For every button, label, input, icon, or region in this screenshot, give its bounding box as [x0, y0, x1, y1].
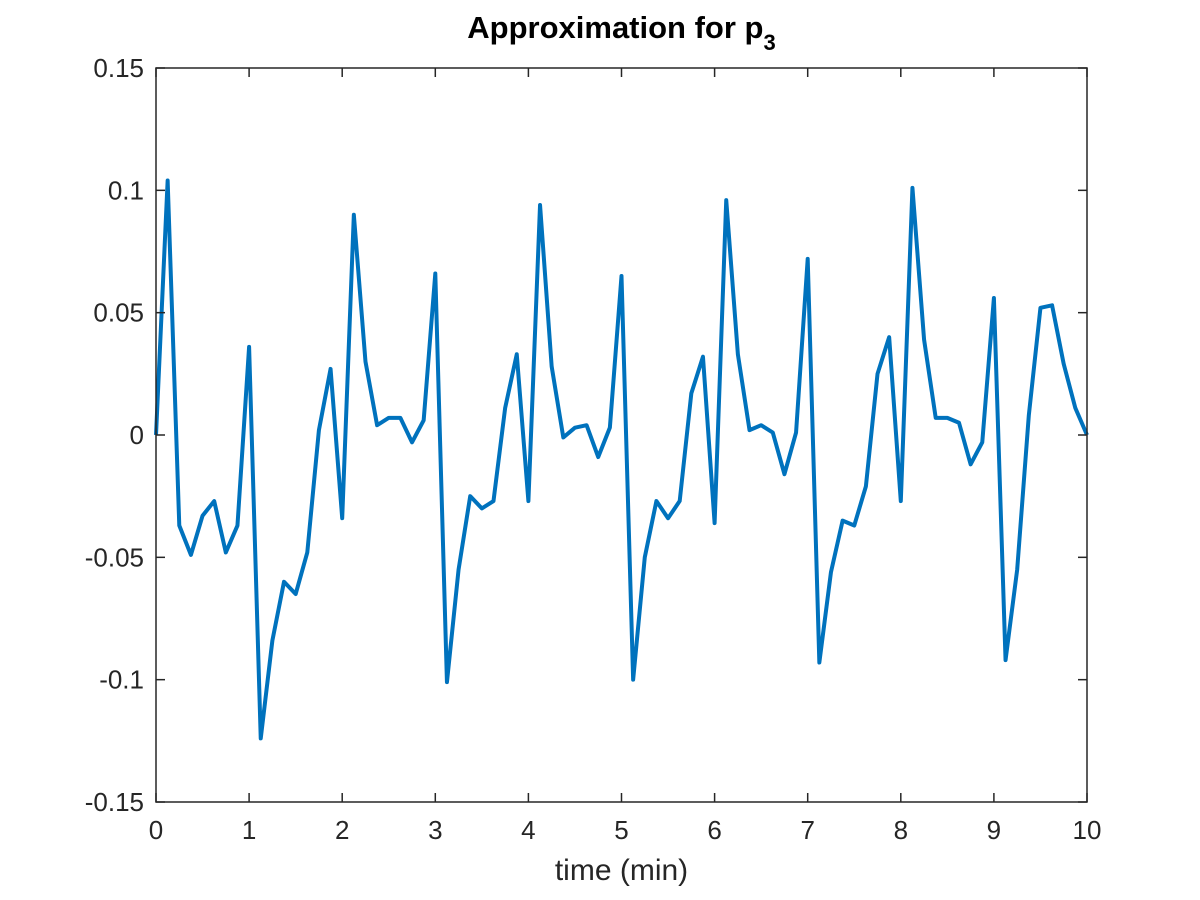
y-tick-label: -0.05	[85, 542, 144, 572]
y-tick-label: -0.15	[85, 787, 144, 817]
x-axis-label: time (min)	[555, 854, 688, 887]
x-tick-labels: 0 1 2 3 4 5 6 7 8 9 10	[149, 815, 1102, 845]
series-layer	[154, 178, 1089, 741]
y-tick-label: -0.1	[99, 665, 144, 695]
x-tick-label: 6	[707, 815, 721, 845]
x-tick-label: 2	[335, 815, 349, 845]
y-tick-label: 0.15	[93, 53, 144, 83]
x-tick-label: 10	[1073, 815, 1102, 845]
chart-title: Approximation for p3	[467, 10, 775, 55]
y-tick-label: 0.05	[93, 298, 144, 328]
x-tick-label: 0	[149, 815, 163, 845]
x-tick-label: 5	[614, 815, 628, 845]
x-tick-label: 7	[800, 815, 814, 845]
plot-background	[156, 68, 1087, 802]
chart-title-main: Approximation for p	[467, 10, 763, 45]
x-tick-label: 4	[521, 815, 535, 845]
x-tick-label: 9	[987, 815, 1001, 845]
x-tick-label: 1	[242, 815, 256, 845]
ticks-layer	[155, 67, 1088, 803]
y-tick-label: 0	[130, 420, 144, 450]
series-line-0	[154, 178, 1089, 741]
x-tick-label: 3	[428, 815, 442, 845]
chart-title-subscript: 3	[763, 30, 775, 55]
y-tick-labels: -0.15 -0.1 -0.05 0 0.05 0.1 0.15	[85, 53, 144, 817]
y-tick-label: 0.1	[108, 175, 144, 205]
x-tick-label: 8	[894, 815, 908, 845]
